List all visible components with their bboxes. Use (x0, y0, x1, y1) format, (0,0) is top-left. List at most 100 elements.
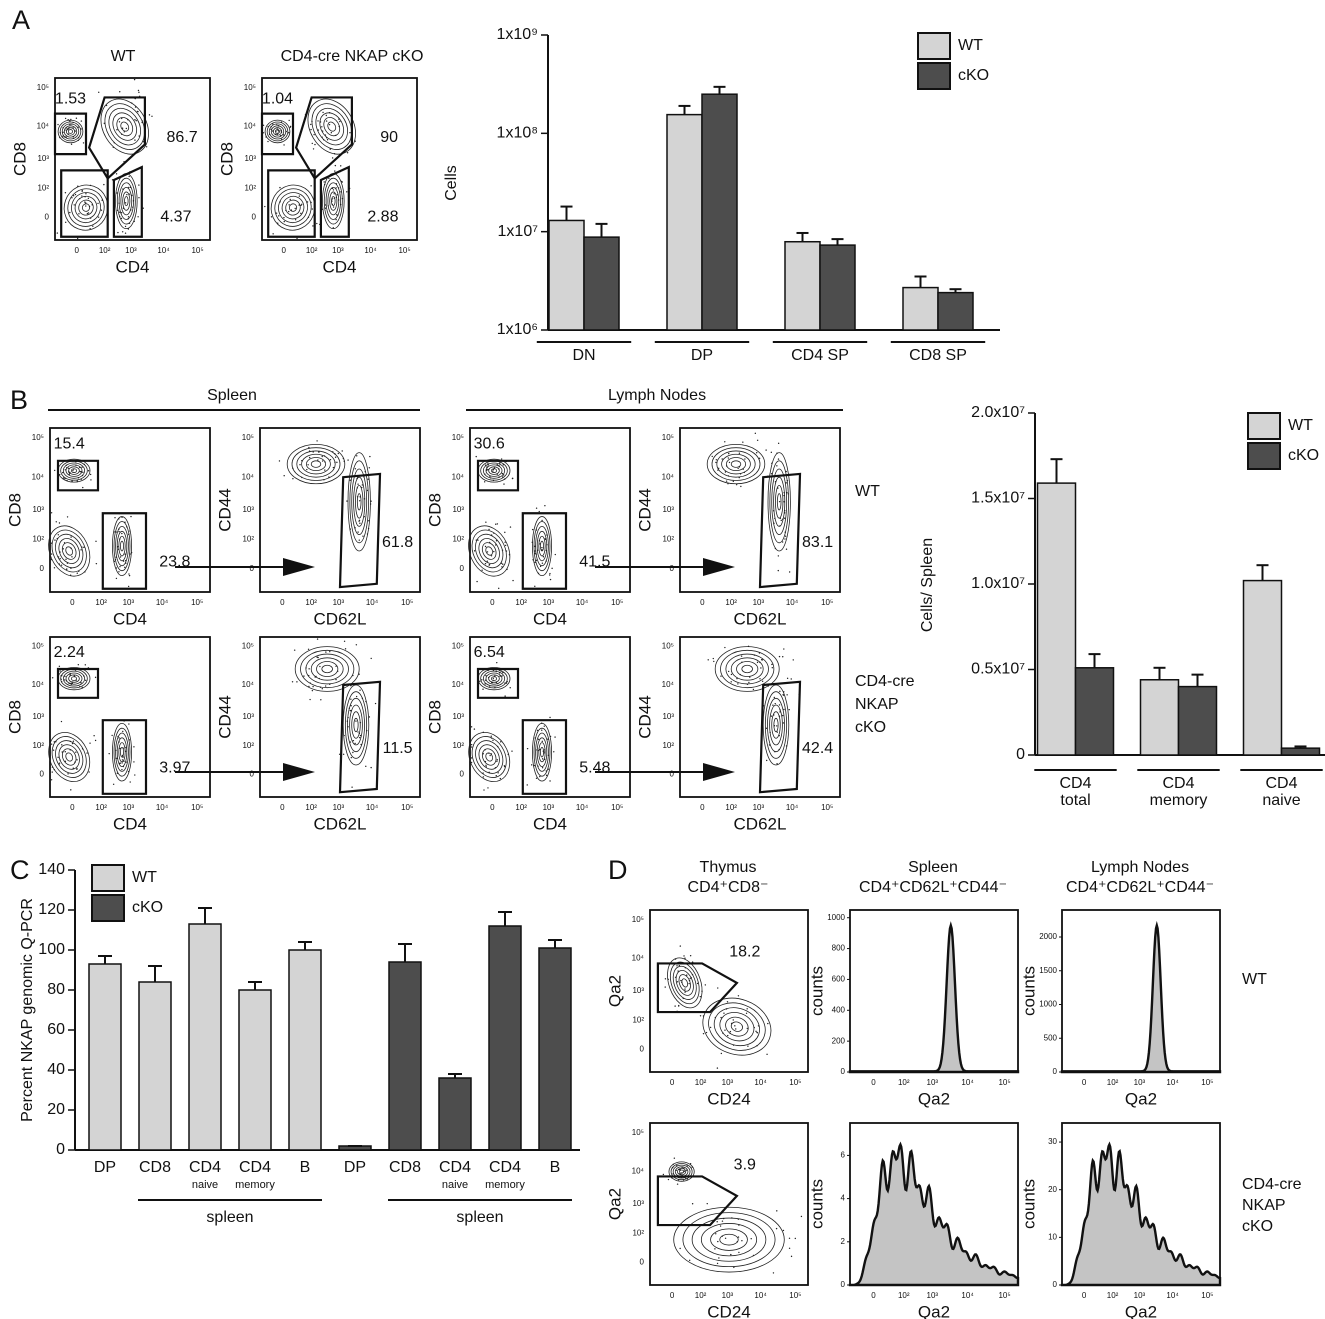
event-dot (490, 737, 493, 739)
event-dot (738, 1224, 740, 1226)
event-dot (61, 751, 63, 753)
error-bar (560, 205, 573, 221)
event-dot (86, 752, 88, 754)
gate-percentage: 1.04 (262, 90, 293, 107)
event-dot (324, 204, 327, 206)
event-dot (50, 542, 53, 544)
event-dot (534, 764, 536, 767)
event-dot (115, 173, 118, 175)
error-bar (148, 965, 162, 982)
contour (60, 460, 88, 481)
event-dot (341, 450, 343, 452)
event-dot (81, 748, 84, 750)
x-tick-label: 0 (700, 803, 705, 812)
x-tick-label: CD8 (389, 1159, 421, 1176)
event-dot (119, 556, 122, 558)
event-dot (336, 194, 338, 196)
y-axis-label: Cells/ Spleen (919, 538, 936, 632)
x-tick-label: 10⁴ (576, 598, 589, 607)
x-axis-label: Qa2 (918, 1302, 950, 1319)
event-dot (729, 1030, 732, 1033)
event-dot (495, 775, 497, 777)
event-dot (118, 737, 120, 739)
flow-plot (679, 636, 841, 798)
event-dot (773, 522, 775, 525)
event-dot (746, 1027, 748, 1030)
event-dot (346, 500, 348, 502)
error-bar (1050, 458, 1063, 484)
legend-swatch (91, 894, 125, 922)
y-tick-label: 10³ (244, 154, 256, 163)
event-dot (65, 568, 68, 570)
event-dot (773, 714, 775, 716)
event-dot (765, 759, 768, 762)
event-dot (545, 770, 547, 772)
event-dot (88, 205, 91, 208)
event-dot (726, 1001, 729, 1003)
event-dot (776, 1210, 778, 1212)
y-tick-label: 10⁵ (32, 642, 44, 651)
plot-frame (679, 427, 841, 593)
event-dot (358, 500, 361, 502)
event-dot (749, 676, 751, 678)
y-tick-label: 10⁴ (452, 472, 465, 481)
event-dot (505, 550, 508, 552)
event-dot (57, 756, 59, 759)
event-dot (756, 439, 759, 441)
gate (476, 459, 520, 492)
event-dot (499, 741, 502, 743)
event-dot (324, 685, 327, 687)
y-axis-label: Percent NKAP genomic Q-PCR (19, 898, 36, 1122)
contour (708, 1002, 766, 1051)
x-tick-label: 10⁵ (401, 598, 413, 607)
y-axis-label: CD8 (217, 142, 236, 176)
contour (771, 468, 788, 535)
event-dot (673, 1157, 676, 1159)
event-dot (77, 137, 80, 139)
contour (769, 460, 789, 544)
event-dot (664, 978, 667, 980)
contour (726, 457, 747, 472)
contour (323, 177, 343, 225)
x-tick-label: 10³ (333, 803, 345, 812)
plot-frame (259, 427, 421, 593)
gate (521, 512, 568, 590)
event-dot (782, 694, 784, 696)
y-tick-label: 10² (242, 741, 254, 750)
event-dot (63, 542, 66, 544)
event-dot (329, 683, 331, 686)
event-dot (678, 1173, 681, 1175)
event-dot (118, 530, 120, 533)
contour (281, 195, 305, 220)
event-dot (715, 461, 717, 464)
event-dot (60, 681, 63, 683)
event-dot (747, 645, 750, 648)
event-dot (357, 531, 359, 533)
event-dot (771, 663, 773, 666)
y-axis-label: CD44 (215, 695, 234, 738)
event-dot (58, 563, 61, 565)
event-dot (80, 549, 82, 551)
gate-percentage: 2.88 (367, 209, 398, 226)
event-dot (720, 1052, 723, 1055)
contour (535, 732, 549, 772)
event-dot (51, 771, 53, 773)
event-dot (537, 765, 539, 768)
gate-percentage: 83.1 (802, 534, 833, 551)
contour (347, 697, 365, 753)
y-tick-label: 10³ (242, 505, 254, 514)
event-dot (101, 199, 103, 201)
x-tick-label: 0 (74, 246, 79, 255)
contour (78, 199, 94, 216)
event-dot (535, 553, 537, 555)
event-dot (329, 650, 331, 653)
event-dot (369, 503, 372, 505)
event-dot (279, 186, 281, 189)
event-dot (288, 204, 290, 206)
event-dot (715, 1233, 717, 1235)
event-dot (704, 984, 707, 986)
event-dot (750, 1238, 752, 1240)
event-dot (323, 479, 325, 481)
event-dot (541, 549, 543, 551)
contour (116, 530, 128, 562)
